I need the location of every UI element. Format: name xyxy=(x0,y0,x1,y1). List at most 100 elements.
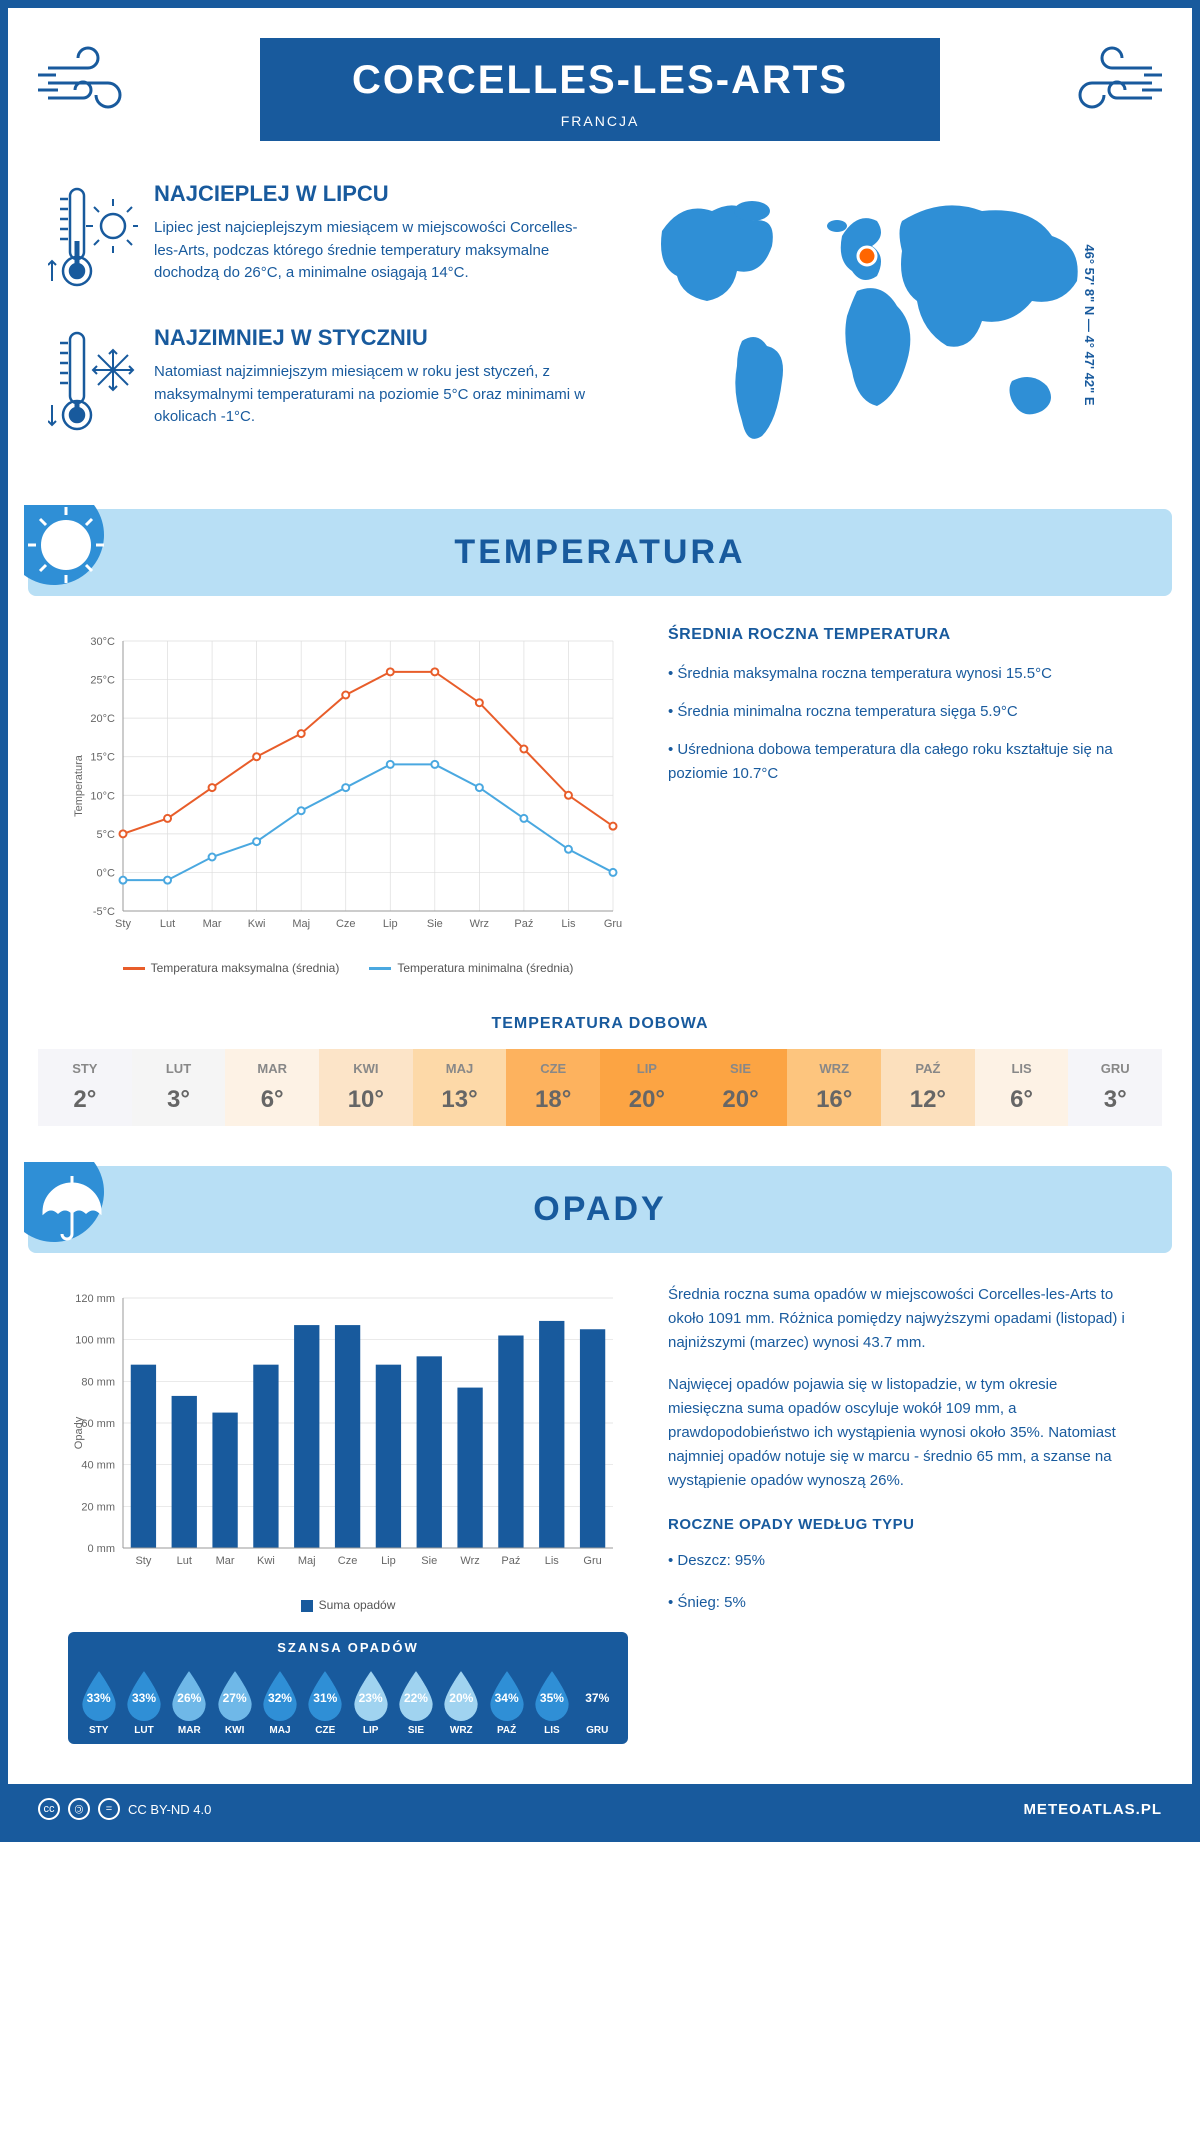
svg-text:Gru: Gru xyxy=(583,1555,601,1567)
svg-text:Wrz: Wrz xyxy=(460,1555,479,1567)
chance-value: 22% xyxy=(404,1691,428,1705)
chance-value: 26% xyxy=(177,1691,201,1705)
svg-text:Lut: Lut xyxy=(177,1555,192,1567)
svg-text:0°C: 0°C xyxy=(97,867,116,879)
svg-text:Lip: Lip xyxy=(383,918,398,930)
svg-text:30°C: 30°C xyxy=(90,636,115,648)
svg-text:Sty: Sty xyxy=(115,918,131,930)
drop-icon: 34% xyxy=(486,1669,528,1721)
svg-text:Sty: Sty xyxy=(135,1555,151,1567)
daily-temp-cell: KWI10° xyxy=(319,1049,413,1126)
svg-text:Kwi: Kwi xyxy=(257,1555,275,1567)
daily-temp-cell: LIS6° xyxy=(975,1049,1069,1126)
svg-text:Maj: Maj xyxy=(292,918,310,930)
chance-cell: 27% KWI xyxy=(212,1669,257,1736)
temp-bullet: • Średnia maksymalna roczna temperatura … xyxy=(668,662,1132,686)
chance-month: PAŹ xyxy=(484,1725,529,1736)
chance-cell: 33%STY xyxy=(76,1669,121,1736)
month-label: CZE xyxy=(506,1061,600,1076)
climate-summary: NAJCIEPLEJ W LIPCU Lipiec jest najcieple… xyxy=(48,181,592,469)
svg-text:Lis: Lis xyxy=(561,918,576,930)
avg-temp-heading: ŚREDNIA ROCZNA TEMPERATURA xyxy=(668,626,1132,644)
coordinates: 46° 57' 8" N — 4° 47' 42" E xyxy=(1082,244,1097,405)
thermometer-hot-icon xyxy=(48,181,138,301)
svg-text:Maj: Maj xyxy=(298,1555,316,1567)
svg-text:Mar: Mar xyxy=(203,918,222,930)
legend-opady: Suma opadów xyxy=(319,1598,396,1612)
page: CORCELLES-LES-ARTS FRANCJA NAJCIEPLEJ W … xyxy=(0,0,1200,1842)
temperature-section-header: TEMPERATURA xyxy=(28,509,1172,596)
svg-text:10°C: 10°C xyxy=(90,790,115,802)
chance-value: 31% xyxy=(313,1691,337,1705)
precip-type-line: • Deszcz: 95% xyxy=(668,1549,1132,1573)
temp-bullet: • Uśredniona dobowa temperatura dla całe… xyxy=(668,738,1132,786)
chance-value: 23% xyxy=(359,1691,383,1705)
temp-bullet: • Średnia minimalna roczna temperatura s… xyxy=(668,700,1132,724)
svg-text:60 mm: 60 mm xyxy=(81,1418,115,1430)
month-label: PAŹ xyxy=(881,1061,975,1076)
chance-month: LIS xyxy=(529,1725,574,1736)
chance-month: GRU xyxy=(575,1725,620,1736)
title-ribbon: CORCELLES-LES-ARTS FRANCJA xyxy=(260,38,940,141)
temp-value: 20° xyxy=(694,1086,788,1114)
chance-cell: 32%MAJ xyxy=(257,1669,302,1736)
country-name: FRANCJA xyxy=(260,113,940,129)
svg-text:100 mm: 100 mm xyxy=(75,1335,115,1347)
svg-text:Temperatura: Temperatura xyxy=(73,754,85,817)
precipitation-body: 0 mm20 mm40 mm60 mm80 mm100 mm120 mmStyL… xyxy=(8,1283,1192,1764)
temp-value: 13° xyxy=(413,1086,507,1114)
world-map: 46° 57' 8" N — 4° 47' 42" E xyxy=(622,181,1152,469)
precipitation-chance-panel: SZANSA OPADÓW 33%STY33%LUT26%MAR27%KWI32… xyxy=(68,1632,628,1744)
precipitation-chart: 0 mm20 mm40 mm60 mm80 mm100 mm120 mmStyL… xyxy=(68,1283,628,1583)
wind-icon xyxy=(1052,38,1162,118)
svg-text:Wrz: Wrz xyxy=(470,918,489,930)
daily-temp-cell: MAR6° xyxy=(225,1049,319,1126)
temp-value: 3° xyxy=(132,1086,226,1114)
chance-month: LIP xyxy=(348,1725,393,1736)
svg-text:20 mm: 20 mm xyxy=(81,1501,115,1513)
chance-cell: 37% GRU xyxy=(575,1669,620,1736)
month-label: LIS xyxy=(975,1061,1069,1076)
svg-text:Cze: Cze xyxy=(336,918,356,930)
warmest-title: NAJCIEPLEJ W LIPCU xyxy=(154,181,592,207)
chance-value: 33% xyxy=(132,1691,156,1705)
temperature-title: TEMPERATURA xyxy=(454,533,745,571)
chance-cell: 31% CZE xyxy=(303,1669,348,1736)
month-label: KWI xyxy=(319,1061,413,1076)
chance-cell: 34% PAŹ xyxy=(484,1669,529,1736)
svg-text:Kwi: Kwi xyxy=(248,918,266,930)
sun-icon xyxy=(24,505,124,595)
chance-value: 37% xyxy=(585,1691,609,1705)
daily-temp-cell: MAJ13° xyxy=(413,1049,507,1126)
svg-text:Lip: Lip xyxy=(381,1555,396,1567)
svg-text:Cze: Cze xyxy=(338,1555,358,1567)
by-icon: 🄯 xyxy=(68,1798,90,1820)
svg-text:5°C: 5°C xyxy=(97,829,116,841)
precipitation-text: Średnia roczna suma opadów w miejscowośc… xyxy=(668,1283,1132,1744)
chance-month: MAJ xyxy=(257,1725,302,1736)
chance-cell: 22%SIE xyxy=(393,1669,438,1736)
chance-month: KWI xyxy=(212,1725,257,1736)
opady-para2: Najwięcej opadów pojawia się w listopadz… xyxy=(668,1373,1132,1493)
precipitation-title: OPADY xyxy=(533,1190,666,1228)
svg-text:-5°C: -5°C xyxy=(93,906,115,918)
chance-cell: 26% MAR xyxy=(167,1669,212,1736)
chance-month: MAR xyxy=(167,1725,212,1736)
daily-temp-cell: PAŹ12° xyxy=(881,1049,975,1126)
chance-value: 27% xyxy=(223,1691,247,1705)
temperature-text: ŚREDNIA ROCZNA TEMPERATURA • Średnia mak… xyxy=(668,626,1132,975)
temp-value: 18° xyxy=(506,1086,600,1114)
opady-para1: Średnia roczna suma opadów w miejscowośc… xyxy=(668,1283,1132,1355)
chance-month: CZE xyxy=(303,1725,348,1736)
svg-text:Lis: Lis xyxy=(545,1555,560,1567)
city-name: CORCELLES-LES-ARTS xyxy=(260,58,940,103)
nd-icon: = xyxy=(98,1798,120,1820)
month-label: WRZ xyxy=(787,1061,881,1076)
daily-temp-cell: CZE 18° xyxy=(506,1049,600,1126)
chance-cell: 23% LIP xyxy=(348,1669,393,1736)
temperature-legend: Temperatura maksymalna (średnia) Tempera… xyxy=(68,961,628,975)
intro-section: NAJCIEPLEJ W LIPCU Lipiec jest najcieple… xyxy=(8,161,1192,499)
svg-text:20°C: 20°C xyxy=(90,713,115,725)
svg-text:25°C: 25°C xyxy=(90,675,115,687)
svg-text:Sie: Sie xyxy=(421,1555,437,1567)
